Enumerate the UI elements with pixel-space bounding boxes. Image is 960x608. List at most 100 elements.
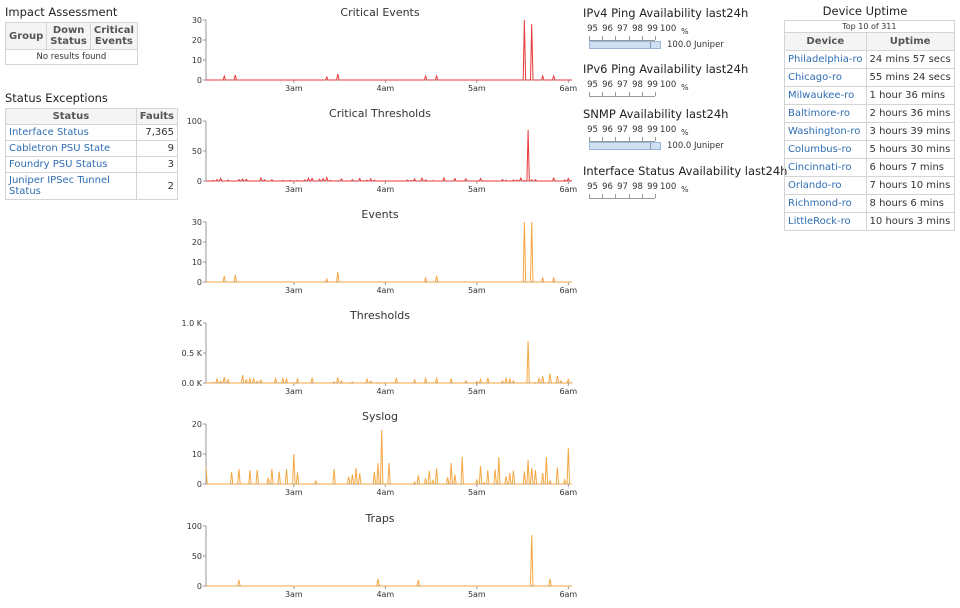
availability-bar[interactable] <box>589 41 661 49</box>
table-row: Baltimore-ro 2 hours 36 mins <box>784 104 955 123</box>
chart-title: Thresholds <box>350 309 410 322</box>
uptime-subtitle: Top 10 of 311 <box>784 20 955 33</box>
availability-bar[interactable] <box>589 142 661 150</box>
axis-tick <box>641 92 643 96</box>
availability-axis <box>589 36 656 41</box>
chart-svg: 0.0 K 0.5 K 1.0 K 3am 4am 5am 6am <box>181 319 577 396</box>
axis-tick <box>628 194 630 198</box>
availability-scale: 95 96 97 98 99 100 <box>585 80 676 90</box>
x-tick-label: 4am <box>376 185 394 194</box>
axis-tick <box>615 137 617 141</box>
chart-title: Events <box>361 208 399 221</box>
no-results-message: No results found <box>5 49 138 65</box>
availability-axis <box>589 194 656 199</box>
bar-marker <box>650 143 651 149</box>
scale-label: 99 <box>647 125 658 135</box>
uptime-value: 3 hours 39 mins <box>865 122 955 141</box>
availability-scale: 95 96 97 98 99 100 <box>585 24 676 34</box>
table-row: LittleRock-ro 10 hours 3 mins <box>784 212 955 231</box>
uptime-value: 5 hours 30 mins <box>865 140 955 159</box>
table-row: Milwaukee-ro 1 hour 36 mins <box>784 86 955 105</box>
scale-label: 100 <box>660 125 677 135</box>
x-tick-label: 3am <box>285 185 303 194</box>
scale-label: 98 <box>632 125 643 135</box>
device-link[interactable]: Chicago-ro <box>784 68 867 87</box>
column-header-faults[interactable]: Faults <box>135 108 179 125</box>
axis-tick <box>628 137 630 141</box>
x-tick-label: 6am <box>559 488 577 497</box>
axis-tick <box>655 36 656 40</box>
x-tick-label: 3am <box>285 286 303 295</box>
x-tick-label: 5am <box>468 387 486 396</box>
uptime-value: 8 hours 6 mins <box>865 194 955 213</box>
ipv6-availability: IPv6 Ping Availability last24h 95 96 97 98 9… <box>583 62 748 97</box>
axis-tick <box>615 36 617 40</box>
column-header-down-status[interactable]: Down Status <box>46 22 91 50</box>
availability-scale: 95 96 97 98 99 100 <box>585 125 677 135</box>
device-link[interactable]: Philadelphia-ro <box>784 50 867 69</box>
chart-title: Traps <box>365 512 395 525</box>
status-link[interactable]: Cabletron PSU State <box>5 140 137 157</box>
chart-critical-events: Critical Events 0 10 20 30 3am 4am 5am 6am <box>180 6 580 102</box>
x-tick-label: 4am <box>376 488 394 497</box>
column-header-device[interactable]: Device <box>784 32 867 51</box>
device-link[interactable]: Baltimore-ro <box>784 104 867 123</box>
y-tick-label: 10 <box>192 56 202 65</box>
status-link[interactable]: Juniper IPSec Tunnel Status <box>5 172 137 200</box>
status-link[interactable]: Interface Status <box>5 124 137 141</box>
column-header-uptime[interactable]: Uptime <box>865 32 955 51</box>
device-uptime-table: Top 10 of 311 Device Uptime Philadelphia… <box>784 20 955 231</box>
chart-events: Events 0 10 20 30 3am 4am 5am 6am <box>180 208 580 304</box>
y-tick-label: 20 <box>192 36 202 45</box>
percent-unit: % <box>681 185 689 194</box>
scale-label: 96 <box>602 24 613 34</box>
y-tick-label: 0.5 K <box>181 349 202 358</box>
percent-unit: % <box>681 27 689 36</box>
axis-tick <box>641 194 643 198</box>
device-link[interactable]: LittleRock-ro <box>784 212 867 231</box>
impact-assessment-table: Group Down Status Critical Events No res… <box>4 22 138 65</box>
status-exceptions-table: Status Faults Interface Status 7,365 Cab… <box>5 108 179 200</box>
y-tick-label: 10 <box>192 450 202 459</box>
snmp-availability: SNMP Availability last24h 95 96 97 98 99 100 … <box>583 107 729 151</box>
x-tick-label: 3am <box>285 590 303 599</box>
device-link[interactable]: Orlando-ro <box>784 176 867 195</box>
device-link[interactable]: Cincinnati-ro <box>784 158 867 177</box>
x-tick-label: 6am <box>559 387 577 396</box>
table-row: Washington-ro 3 hours 39 mins <box>784 122 955 141</box>
x-tick-label: 4am <box>376 387 394 396</box>
table-row: Columbus-ro 5 hours 30 mins <box>784 140 955 159</box>
column-header-status[interactable]: Status <box>5 108 137 125</box>
series-line <box>205 429 572 485</box>
scale-label: 97 <box>617 125 628 135</box>
y-tick-label: 0 <box>197 480 202 489</box>
table-row: Philadelphia-ro 24 mins 57 secs <box>784 50 955 69</box>
device-link[interactable]: Washington-ro <box>784 122 867 141</box>
availability-bar-label: 100.0 Juniper <box>667 141 724 151</box>
status-link[interactable]: Foundry PSU Status <box>5 156 137 173</box>
scale-label: 97 <box>617 24 628 34</box>
chart-title: Syslog <box>362 410 398 423</box>
chart-svg: 0 50 100 3am 4am 5am 6am <box>187 522 578 599</box>
column-header-critical-events[interactable]: Critical Events <box>89 22 138 50</box>
chart-syslog: Syslog 0 10 20 3am 4am 5am 6am <box>180 410 580 506</box>
device-link[interactable]: Richmond-ro <box>784 194 867 213</box>
interface-status-availability: Interface Status Availability last24h 95… <box>583 164 787 199</box>
y-tick-label: 30 <box>192 218 202 227</box>
availability-title: SNMP Availability last24h <box>583 107 729 121</box>
uptime-value: 55 mins 24 secs <box>865 68 955 87</box>
scale-label: 95 <box>587 182 598 192</box>
table-row: Interface Status 7,365 <box>5 124 179 141</box>
scale-label: 99 <box>647 80 658 90</box>
device-link[interactable]: Columbus-ro <box>784 140 867 159</box>
column-header-group[interactable]: Group <box>4 22 48 50</box>
x-tick-label: 5am <box>468 84 486 93</box>
device-link[interactable]: Milwaukee-ro <box>784 86 867 105</box>
y-tick-label: 1.0 K <box>181 319 202 328</box>
series-line <box>206 340 573 384</box>
axis-tick <box>655 137 656 141</box>
x-tick-label: 5am <box>468 488 486 497</box>
chart-title: Critical Thresholds <box>329 107 431 120</box>
y-tick-label: 50 <box>192 147 202 156</box>
ipv4-availability: IPv4 Ping Availability last24h 95 96 97 98 9… <box>583 6 748 50</box>
